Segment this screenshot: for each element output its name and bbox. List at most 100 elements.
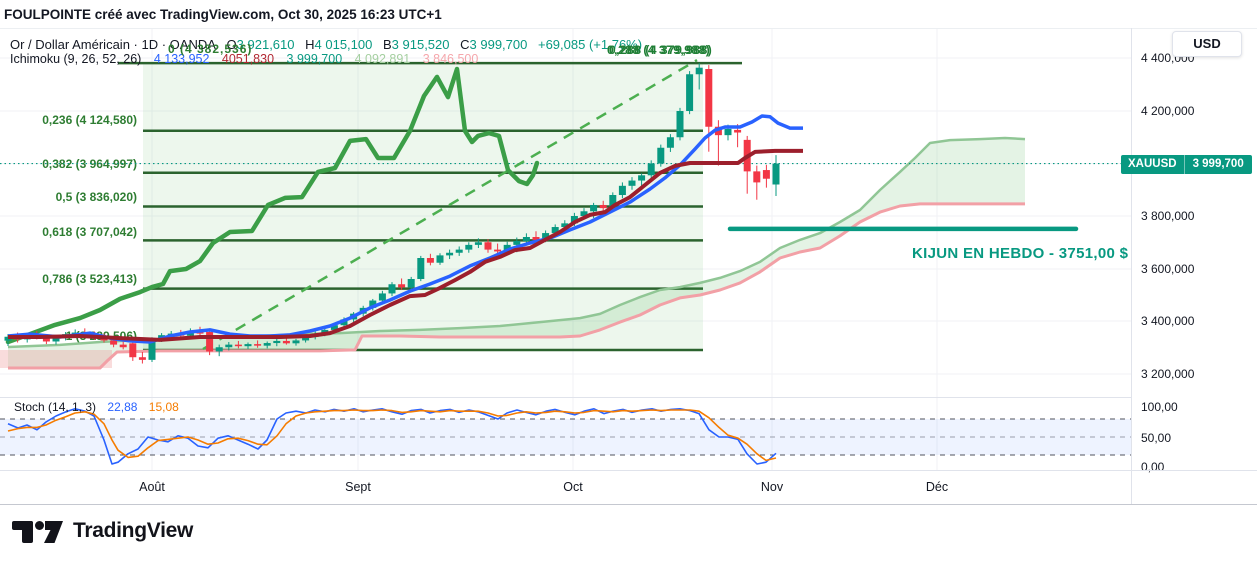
candle-body bbox=[148, 339, 156, 360]
candle-body bbox=[129, 343, 137, 358]
chart-bottom-border bbox=[0, 504, 1257, 505]
candle-body bbox=[465, 244, 473, 250]
pane-divider[interactable] bbox=[0, 397, 1131, 398]
candle-body bbox=[551, 227, 559, 234]
price-axis-label: 3 200,000 bbox=[1141, 367, 1195, 381]
weekly-overlay-line[interactable] bbox=[5, 66, 540, 345]
candle-body bbox=[225, 344, 233, 348]
kijun-value: 4051,830 bbox=[221, 52, 275, 66]
candle-body bbox=[753, 171, 761, 183]
candle-body bbox=[628, 180, 636, 186]
stoch-d-line bbox=[7, 409, 777, 462]
candle-body bbox=[705, 69, 713, 127]
currency-usd-button[interactable]: USD bbox=[1172, 31, 1242, 57]
price-axis-label: 50,00 bbox=[1141, 431, 1172, 445]
price-axis-label: 3 600,000 bbox=[1141, 262, 1195, 276]
header-divider bbox=[0, 28, 1257, 29]
candle-body bbox=[570, 216, 578, 224]
candle-body bbox=[330, 325, 338, 330]
stoch-label: Stoch (14, 1, 3) bbox=[14, 400, 97, 414]
price-axis-label: 0,00 bbox=[1141, 460, 1165, 474]
candle-body bbox=[417, 258, 425, 279]
close-value: 3 999,700 bbox=[469, 37, 528, 52]
price-axis-border bbox=[1131, 28, 1132, 504]
fib-label-0786: 0,786 (3 523,413) bbox=[42, 272, 137, 286]
stoch-legend-row[interactable]: Stoch (14, 1, 3) 22,88 15,08 bbox=[14, 400, 179, 414]
tradingview-logo-text: TradingView bbox=[73, 519, 194, 542]
kijun-weekly-annotation: KIJUN EN HEBDO - 3751,00 $ bbox=[912, 245, 1129, 262]
candle-body bbox=[638, 175, 646, 181]
candle-body bbox=[666, 137, 674, 148]
candle-body bbox=[494, 249, 502, 252]
time-axis-label: Août bbox=[139, 480, 165, 494]
price-axis-label: 3 800,000 bbox=[1141, 209, 1195, 223]
fib-label-0382: 0,382 (3 964,997) bbox=[42, 157, 137, 171]
last-price-value: 3 999,700 bbox=[1192, 158, 1244, 170]
candle-body bbox=[714, 126, 722, 136]
candle-body bbox=[772, 163, 780, 185]
candle-body bbox=[110, 340, 118, 345]
fib-label-0618: 0,618 (3 707,042) bbox=[42, 225, 137, 239]
time-axis-label: Déc bbox=[925, 480, 949, 494]
kijun-line bbox=[8, 148, 803, 342]
candle-body bbox=[273, 340, 281, 344]
candle-body bbox=[369, 300, 377, 308]
open-value: 3 921,610 bbox=[236, 37, 295, 52]
tradingview-logo-icon bbox=[12, 521, 63, 543]
candle-body bbox=[52, 337, 60, 342]
symbol-info-row[interactable]: Or / Dollar Américain · 1D · OANDA O3 92… bbox=[10, 37, 643, 52]
ichimoku-legend-row[interactable]: Ichimoku (9, 26, 52, 26) 4 133,952 4051,… bbox=[10, 52, 487, 66]
candle-body bbox=[657, 147, 665, 164]
candle-body bbox=[234, 344, 242, 347]
interval: 1D bbox=[141, 37, 159, 52]
ichimoku-label: Ichimoku (9, 26, 52, 26) bbox=[10, 52, 142, 66]
candle-body bbox=[599, 204, 607, 209]
tenkan-line bbox=[7, 114, 803, 344]
time-axis-label: Oct bbox=[563, 480, 583, 494]
candle-body bbox=[647, 163, 655, 176]
candle-body bbox=[206, 332, 214, 352]
candle-body bbox=[436, 255, 444, 263]
candle-body bbox=[263, 343, 271, 346]
candle-body bbox=[282, 340, 290, 344]
high-label: H bbox=[305, 37, 315, 52]
candle-body bbox=[119, 344, 127, 348]
candle-body bbox=[484, 242, 492, 250]
exchange: OANDA bbox=[169, 37, 216, 52]
change-value: +69,085 (+1,76%) bbox=[537, 37, 643, 52]
close-label: C bbox=[460, 37, 470, 52]
fib-overlapping-labels: 0,288 (4 379,988) bbox=[607, 43, 711, 57]
candle-body bbox=[561, 223, 569, 228]
candle-body bbox=[292, 340, 300, 344]
candle-body bbox=[580, 211, 588, 216]
price-axis-label: 4 200,000 bbox=[1141, 104, 1195, 118]
high-value: 4 015,100 bbox=[314, 37, 373, 52]
low-value: 3 915,520 bbox=[391, 37, 450, 52]
low-label: B bbox=[382, 37, 392, 52]
stoch-k-line bbox=[7, 407, 777, 465]
candle-body bbox=[618, 185, 626, 195]
candle-body bbox=[676, 111, 684, 138]
dashed-trendline[interactable] bbox=[202, 58, 698, 351]
senkou-a-value: 4 092,891 bbox=[354, 52, 411, 66]
tradingview-logo[interactable]: TradingView bbox=[12, 517, 193, 545]
candle-body bbox=[542, 233, 550, 241]
candle-body bbox=[244, 344, 252, 347]
candle-body bbox=[590, 204, 598, 212]
candle-body bbox=[455, 249, 463, 253]
candle-body bbox=[42, 337, 50, 342]
stoch-k-value: 22,88 bbox=[107, 400, 138, 414]
candle-body bbox=[609, 195, 617, 209]
fib-label-05: 0,5 (3 836,020) bbox=[56, 190, 137, 204]
chikou-value: 3 999,700 bbox=[286, 52, 343, 66]
candle-body bbox=[503, 244, 511, 252]
candle-body bbox=[426, 258, 434, 263]
candle-body bbox=[138, 357, 146, 360]
candle-body bbox=[407, 279, 415, 288]
candle-body bbox=[762, 170, 770, 179]
candle-body bbox=[302, 336, 310, 341]
stoch-bottom-divider bbox=[0, 470, 1257, 471]
time-axis-label: Sept bbox=[345, 480, 371, 494]
